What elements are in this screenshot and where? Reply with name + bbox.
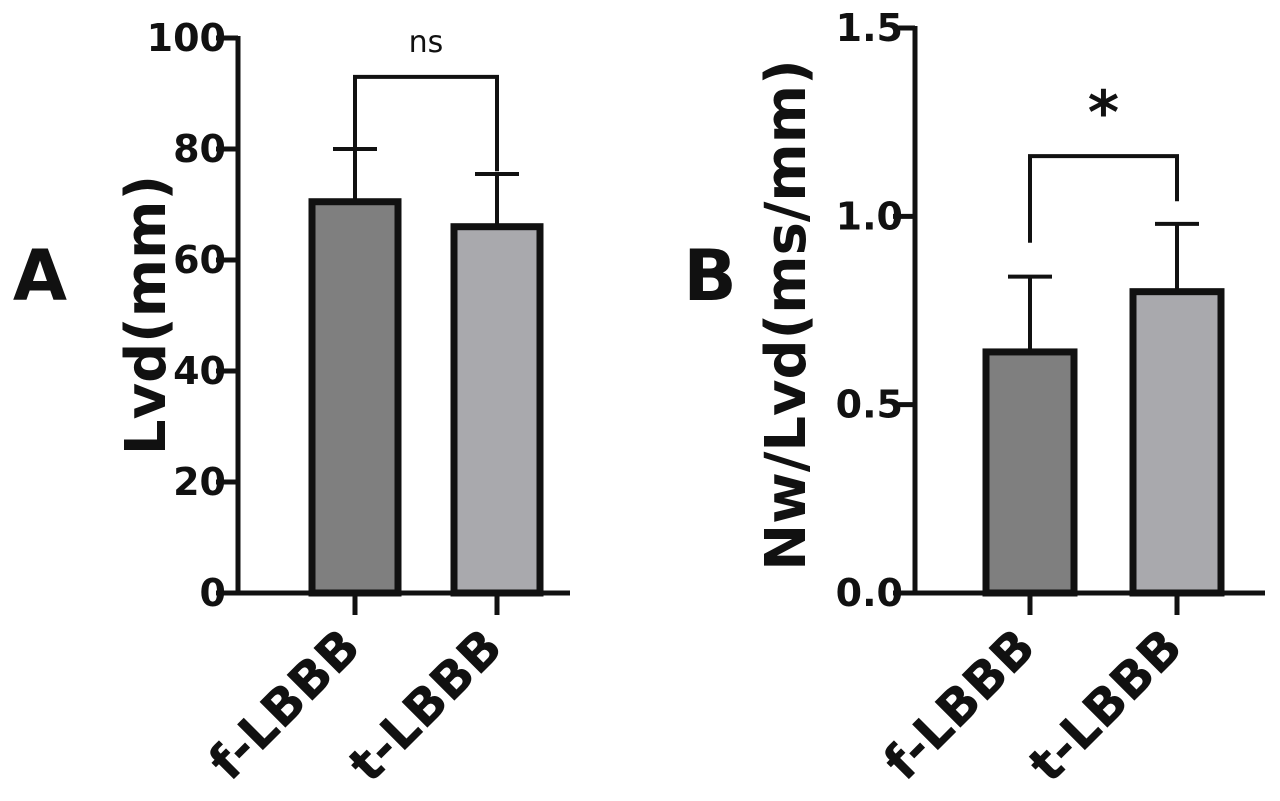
y-tick-label: 100: [147, 16, 226, 60]
y-tick-label: 0: [200, 571, 226, 615]
y-tick-label: 20: [173, 460, 226, 504]
y-tick-label: 80: [173, 127, 226, 171]
y-tick-label: 40: [173, 349, 226, 393]
x-tick-label: f-LBBB: [198, 617, 372, 791]
y-tick-label: 0.5: [836, 383, 903, 427]
panel-label: B: [683, 235, 736, 317]
bar: [450, 223, 544, 597]
y-tick-label: 0.0: [836, 571, 903, 615]
bar: [982, 348, 1078, 597]
bar: [308, 198, 402, 597]
x-tick-label: t-LBBB: [1018, 617, 1194, 793]
panel-label: A: [13, 235, 67, 317]
y-tick-label: 60: [173, 238, 226, 282]
significance-label: *: [1088, 78, 1119, 148]
x-tick-label: t-LBBB: [338, 617, 514, 793]
y-axis-label: Lvd(mm): [114, 175, 179, 455]
y-axis-label: Nw/Lvd(ms/mm): [754, 59, 819, 570]
significance-bracket: [1028, 154, 1179, 243]
x-tick-label: f-LBBB: [873, 617, 1047, 791]
y-tick-label: 1.0: [836, 194, 903, 238]
bar: [1129, 288, 1225, 597]
significance-label: ns: [409, 25, 444, 60]
significance-bracket: [353, 74, 499, 172]
y-tick-label: 1.5: [836, 6, 903, 50]
